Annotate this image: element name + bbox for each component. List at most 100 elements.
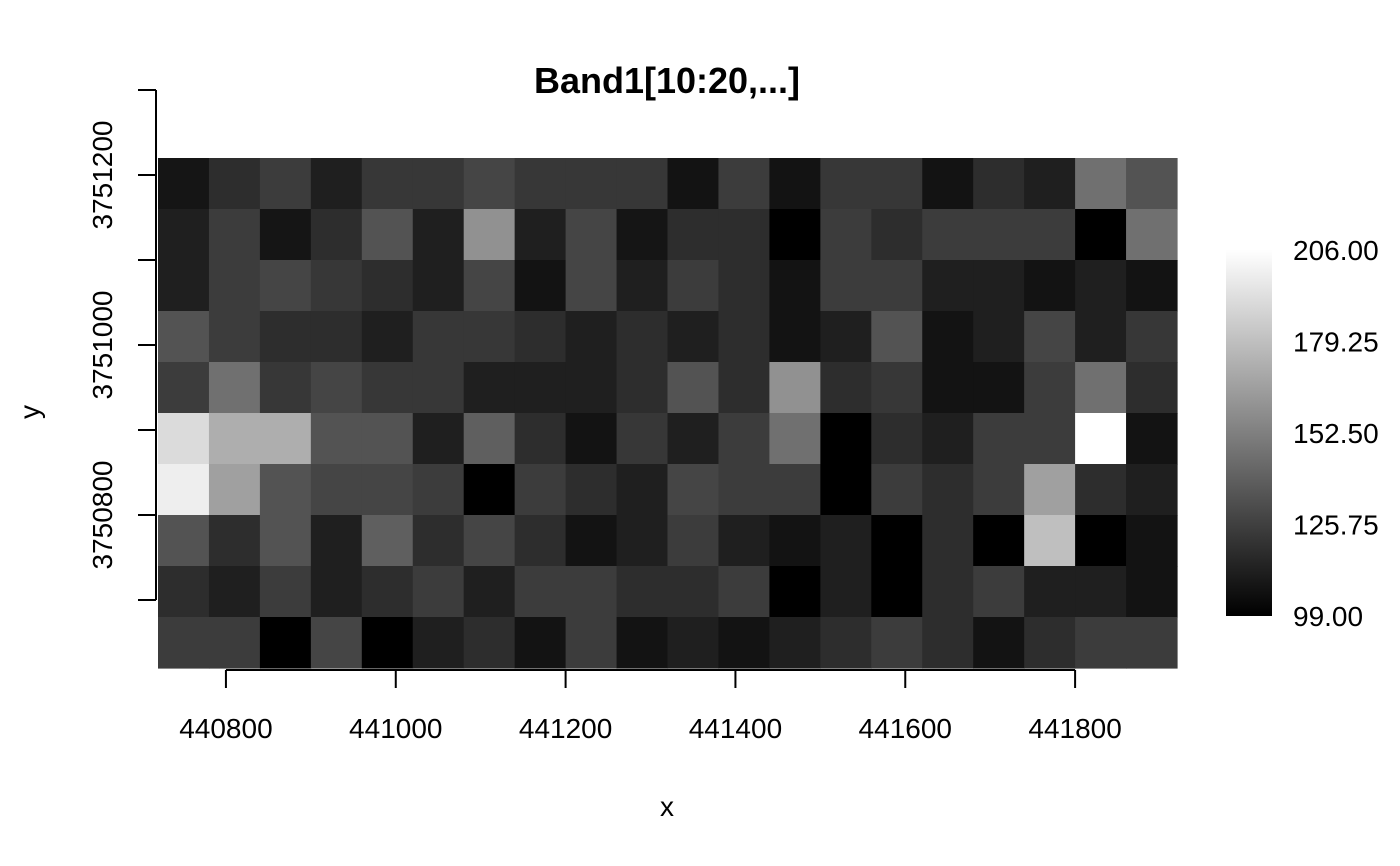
heatmap-cell bbox=[1126, 158, 1178, 210]
y-tick-label: 3751000 bbox=[87, 290, 118, 399]
heatmap-cell bbox=[158, 158, 210, 210]
x-tick-label: 441600 bbox=[859, 713, 952, 744]
heatmap-cell bbox=[616, 311, 669, 363]
heatmap-cell bbox=[1075, 158, 1127, 210]
heatmap-cell bbox=[718, 464, 770, 516]
heatmap-cell bbox=[361, 362, 414, 414]
heatmap-cell bbox=[158, 413, 210, 465]
heatmap-cell bbox=[922, 566, 974, 618]
heatmap-cell bbox=[514, 617, 567, 669]
heatmap-cell bbox=[616, 566, 669, 618]
heatmap-cell bbox=[259, 209, 312, 261]
heatmap-cell bbox=[1024, 311, 1076, 363]
heatmap-cell bbox=[1126, 515, 1178, 567]
heatmap-cell bbox=[769, 515, 821, 567]
heatmap-cell bbox=[1126, 413, 1178, 465]
x-tick-label: 441800 bbox=[1028, 713, 1121, 744]
heatmap-cell bbox=[973, 362, 1025, 414]
heatmap-cell bbox=[565, 566, 618, 618]
heatmap-cell bbox=[412, 260, 465, 312]
heatmap-cell bbox=[565, 260, 618, 312]
heatmap-cell bbox=[616, 464, 669, 516]
heatmap-cell bbox=[718, 515, 770, 567]
x-tick-label: 441000 bbox=[349, 713, 442, 744]
heatmap-cell bbox=[871, 362, 923, 414]
heatmap-cell bbox=[463, 515, 516, 567]
heatmap-cell bbox=[259, 617, 312, 669]
heatmap-cell bbox=[412, 566, 465, 618]
heatmap-cell bbox=[616, 617, 669, 669]
y-tick-label: 3750800 bbox=[87, 460, 118, 569]
heatmap-cell bbox=[310, 566, 363, 618]
heatmap-cell bbox=[1126, 260, 1178, 312]
heatmap-cell bbox=[361, 515, 414, 567]
heatmap-cell bbox=[565, 515, 618, 567]
heatmap-cell bbox=[310, 260, 363, 312]
heatmap-cell bbox=[820, 515, 872, 567]
heatmap-cell bbox=[361, 464, 414, 516]
heatmap-cell bbox=[616, 260, 669, 312]
heatmap-cell bbox=[565, 464, 618, 516]
heatmap-cell bbox=[616, 362, 669, 414]
heatmap-cell bbox=[667, 515, 720, 567]
x-tick-label: 441400 bbox=[689, 713, 782, 744]
heatmap-cell bbox=[922, 311, 974, 363]
heatmap-cells bbox=[158, 158, 1178, 669]
heatmap-cell bbox=[514, 566, 567, 618]
x-axis: 440800 441000 441200 441400 441600 441800 bbox=[179, 669, 1122, 744]
x-axis-label: x bbox=[660, 791, 674, 822]
heatmap-cell bbox=[667, 617, 720, 669]
heatmap-cell bbox=[259, 413, 312, 465]
heatmap-cell bbox=[1126, 209, 1178, 261]
heatmap-cell bbox=[412, 362, 465, 414]
heatmap-cell bbox=[820, 617, 872, 669]
heatmap-cell bbox=[718, 158, 770, 210]
heatmap-cell bbox=[871, 515, 923, 567]
heatmap-cell bbox=[922, 464, 974, 516]
heatmap-cell bbox=[361, 566, 414, 618]
heatmap-cell bbox=[310, 158, 363, 210]
heatmap-cell bbox=[1075, 362, 1127, 414]
heatmap-cell bbox=[158, 566, 210, 618]
heatmap-cell bbox=[820, 260, 872, 312]
heatmap-cell bbox=[514, 413, 567, 465]
heatmap-cell bbox=[820, 464, 872, 516]
heatmap-cell bbox=[158, 617, 210, 669]
heatmap-cell bbox=[973, 311, 1025, 363]
heatmap-cell bbox=[769, 158, 821, 210]
heatmap-cell bbox=[565, 209, 618, 261]
heatmap-cell bbox=[616, 515, 669, 567]
heatmap-cell bbox=[871, 566, 923, 618]
heatmap-cell bbox=[769, 362, 821, 414]
heatmap-cell bbox=[463, 566, 516, 618]
heatmap-cell bbox=[208, 515, 261, 567]
heatmap-cell bbox=[667, 566, 720, 618]
heatmap-cell bbox=[820, 311, 872, 363]
heatmap-cell bbox=[922, 617, 974, 669]
heatmap-cell bbox=[922, 362, 974, 414]
heatmap-cell bbox=[820, 209, 872, 261]
heatmap-cell bbox=[922, 158, 974, 210]
heatmap-cell bbox=[1126, 311, 1178, 363]
heatmap-cell bbox=[871, 311, 923, 363]
heatmap-cell bbox=[310, 311, 363, 363]
y-tick-label: 3751200 bbox=[87, 120, 118, 229]
heatmap-cell bbox=[769, 413, 821, 465]
heatmap-cell bbox=[412, 158, 465, 210]
heatmap-cell bbox=[718, 362, 770, 414]
heatmap-cell bbox=[616, 413, 669, 465]
heatmap-cell bbox=[463, 311, 516, 363]
heatmap-cell bbox=[361, 311, 414, 363]
heatmap-cell bbox=[1024, 464, 1076, 516]
heatmap-cell bbox=[1024, 158, 1076, 210]
heatmap-cell bbox=[973, 464, 1025, 516]
heatmap-cell bbox=[361, 209, 414, 261]
heatmap-cell bbox=[973, 515, 1025, 567]
heatmap-cell bbox=[922, 209, 974, 261]
heatmap-cell bbox=[1075, 413, 1127, 465]
heatmap-cell bbox=[310, 413, 363, 465]
heatmap-cell bbox=[871, 260, 923, 312]
heatmap-cell bbox=[463, 464, 516, 516]
heatmap-cell bbox=[1024, 566, 1076, 618]
legend-label: 179.25 bbox=[1293, 327, 1379, 358]
